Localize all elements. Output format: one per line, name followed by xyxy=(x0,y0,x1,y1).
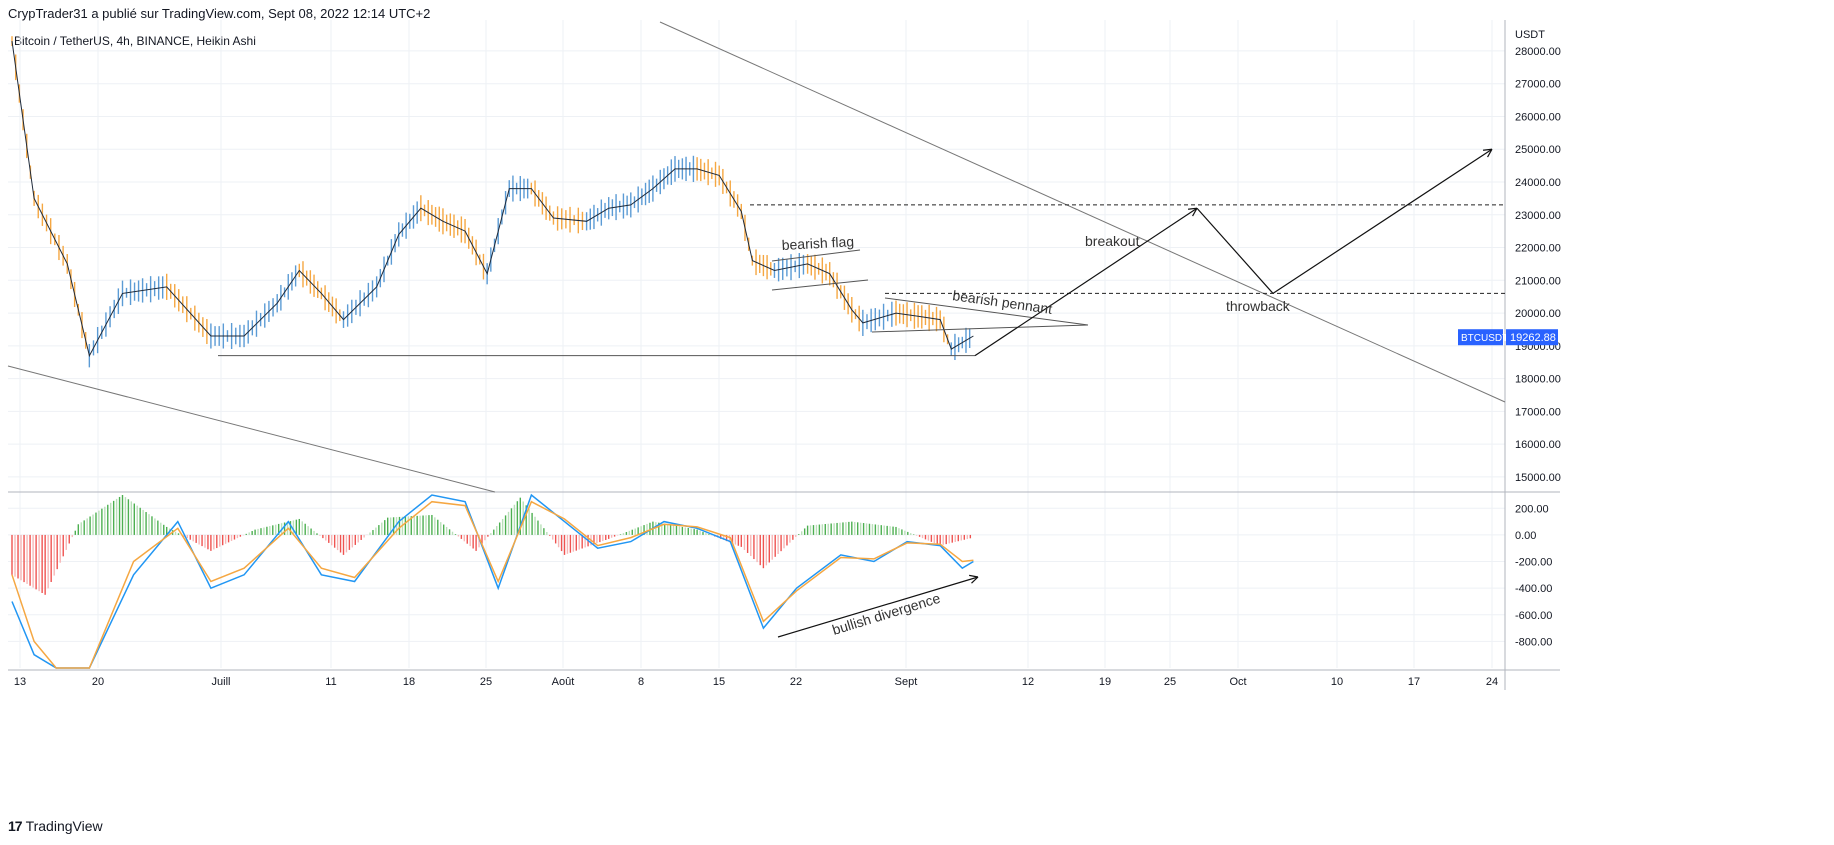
time-tick-label: 15 xyxy=(713,676,725,688)
flag-upper-line xyxy=(771,249,861,262)
price-tick-label: 28000.00 xyxy=(1515,46,1561,58)
tradingview-brand[interactable]: TradingView xyxy=(25,818,103,834)
price-tick-label: 21000.00 xyxy=(1515,275,1561,287)
pennant-lower-line xyxy=(871,324,1089,333)
osc-tick-label: -600.00 xyxy=(1515,610,1552,622)
price-tick-label: 25000.00 xyxy=(1515,144,1561,156)
time-tick-label: 25 xyxy=(1164,676,1176,688)
symbol-tag-bg xyxy=(1458,329,1503,346)
price-tag-value: 19262.88 xyxy=(1510,332,1556,344)
divergence-arrowhead xyxy=(969,574,979,584)
current-price-tag: BTCUSDT 19262.88 xyxy=(1458,329,1558,346)
time-tick-label: 20 xyxy=(92,676,104,688)
symbol-title: Bitcoin / TetherUS, 4h, BINANCE, Heikin … xyxy=(14,34,256,48)
osc-line-2 xyxy=(11,500,974,669)
price-tick-label: 15000.00 xyxy=(1515,472,1561,484)
time-tick-label: Juill xyxy=(212,676,231,688)
annotation-bearish-flag: bearish flag xyxy=(781,233,854,253)
annotation-bearish-pennant: bearish pennant xyxy=(952,287,1054,317)
price-series xyxy=(11,36,974,368)
osc-line-1 xyxy=(11,493,974,669)
price-tick-label: 17000.00 xyxy=(1515,406,1561,418)
downtrend-line-upper xyxy=(659,21,1506,403)
time-tick-label: 19 xyxy=(1099,676,1111,688)
annotation-breakout: breakout xyxy=(1085,233,1140,249)
osc-tick-label: 200.00 xyxy=(1515,503,1549,515)
projection-arrowhead xyxy=(1482,148,1493,158)
price-tick-label: 22000.00 xyxy=(1515,243,1561,255)
time-tick-label: 25 xyxy=(480,676,492,688)
grid-lines xyxy=(8,20,1505,668)
projection-arrow-segment xyxy=(1196,207,1274,294)
publisher-header: CrypTrader31 a publié sur TradingView.co… xyxy=(8,6,431,21)
time-tick-label: 17 xyxy=(1408,676,1420,688)
time-tick-label: 24 xyxy=(1486,676,1498,688)
time-tick-label: 13 xyxy=(14,676,26,688)
price-tick-label: 16000.00 xyxy=(1515,439,1561,451)
time-tick-label: Août xyxy=(552,676,575,688)
oscillator-pane xyxy=(11,493,979,669)
price-tick-label: 20000.00 xyxy=(1515,308,1561,320)
flag-lower-line xyxy=(771,279,869,291)
divergence-arrow xyxy=(777,576,979,638)
axes xyxy=(8,20,1560,690)
projection-arrowhead xyxy=(1187,207,1198,217)
time-tick-label: Sept xyxy=(895,676,918,688)
price-tick-label: 26000.00 xyxy=(1515,111,1561,123)
time-tick-label: 12 xyxy=(1022,676,1034,688)
downtrend-line-lower xyxy=(7,365,496,493)
price-axis-unit: USDT xyxy=(1515,29,1545,41)
price-tick-label: 23000.00 xyxy=(1515,210,1561,222)
price-tag-bg xyxy=(1506,329,1558,346)
time-tick-label: 8 xyxy=(638,676,644,688)
price-tick-label: 18000.00 xyxy=(1515,374,1561,386)
projection-arrow-segment xyxy=(1272,148,1493,294)
price-tick-label: 24000.00 xyxy=(1515,177,1561,189)
time-tick-label: Oct xyxy=(1229,676,1246,688)
osc-tick-label: -800.00 xyxy=(1515,636,1552,648)
projection-arrow-segment xyxy=(974,207,1198,357)
symbol-tag-label: BTCUSDT xyxy=(1461,333,1508,344)
osc-tick-label: -400.00 xyxy=(1515,583,1552,595)
annotation-bullish-divergence: bullish divergence xyxy=(830,590,942,638)
pennant-upper-line xyxy=(884,297,1089,326)
annotation-throwback: throwback xyxy=(1226,298,1291,314)
osc-tick-label: -200.00 xyxy=(1515,557,1552,569)
footer[interactable]: 17 TradingView xyxy=(8,818,103,834)
price-line xyxy=(11,41,974,358)
axis-labels: 28000.00 27000.00 26000.00 25000.00 24000.00… xyxy=(14,29,1561,688)
time-tick-label: 22 xyxy=(790,676,802,688)
time-tick-label: 18 xyxy=(403,676,415,688)
osc-tick-label: 0.00 xyxy=(1515,530,1536,542)
tradingview-logo-icon: 17 xyxy=(8,818,23,834)
time-tick-label: 10 xyxy=(1331,676,1343,688)
time-tick-label: 11 xyxy=(325,676,336,688)
price-tick-label: 27000.00 xyxy=(1515,79,1561,91)
